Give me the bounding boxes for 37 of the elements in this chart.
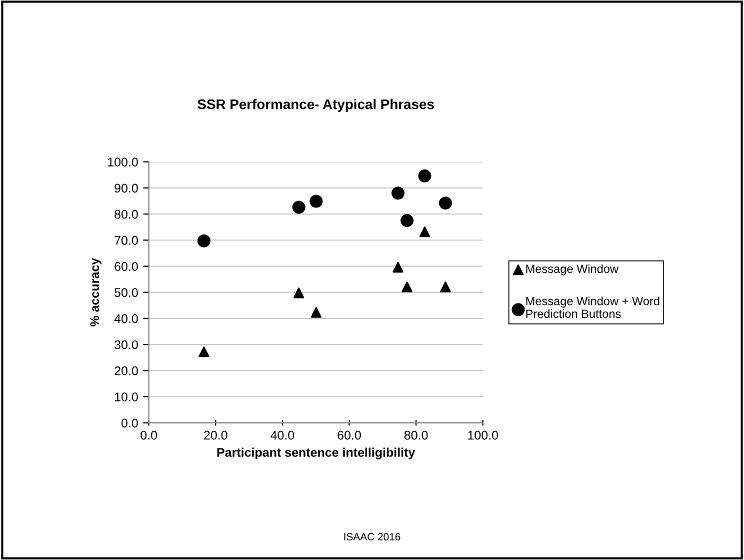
x-tick-label: 80.0 xyxy=(404,430,428,440)
point xyxy=(392,186,405,200)
point xyxy=(198,346,210,358)
point xyxy=(197,234,210,248)
point xyxy=(292,200,306,214)
point xyxy=(293,287,304,298)
point xyxy=(310,307,322,318)
point xyxy=(438,196,452,210)
y-axis-title: % accuracy xyxy=(90,258,102,326)
y-tick-label: 30.0 xyxy=(114,340,138,350)
y-tick-label: 40.0 xyxy=(114,314,138,324)
x-tick-label: 60.0 xyxy=(338,430,361,440)
chart-title: SSR Performance- Atypical Phrases xyxy=(198,98,434,112)
x-tick-label: 100.0 xyxy=(468,430,498,440)
x-axis-title: Participant sentence intelligibility xyxy=(217,448,416,460)
point xyxy=(402,281,412,292)
y-tick-label: 100.0 xyxy=(108,158,138,166)
y-tick-label: 90.0 xyxy=(114,184,138,193)
y-tick-label: 70.0 xyxy=(114,236,138,245)
legend-label: Message Window xyxy=(526,264,619,276)
point xyxy=(310,194,323,208)
y-tick-label: 50.0 xyxy=(114,288,138,297)
legend-label: Message Window + Word Prediction Buttons xyxy=(526,296,660,318)
y-tick-label: 20.0 xyxy=(114,366,138,376)
point xyxy=(418,169,432,182)
point xyxy=(440,281,451,292)
y-tick-label: 60.0 xyxy=(114,262,138,271)
point xyxy=(400,214,414,228)
point xyxy=(419,226,430,238)
text: ISAAC 2016 xyxy=(344,533,400,540)
y-tick-label: 0.0 xyxy=(121,418,138,428)
x-tick-label: 40.0 xyxy=(270,430,294,440)
y-tick-label: 10.0 xyxy=(115,392,138,402)
x-tick-label: 0.0 xyxy=(140,430,157,440)
y-tick-label: 80.0 xyxy=(114,210,138,219)
point xyxy=(392,262,404,273)
x-tick-label: 20.0 xyxy=(204,430,228,440)
